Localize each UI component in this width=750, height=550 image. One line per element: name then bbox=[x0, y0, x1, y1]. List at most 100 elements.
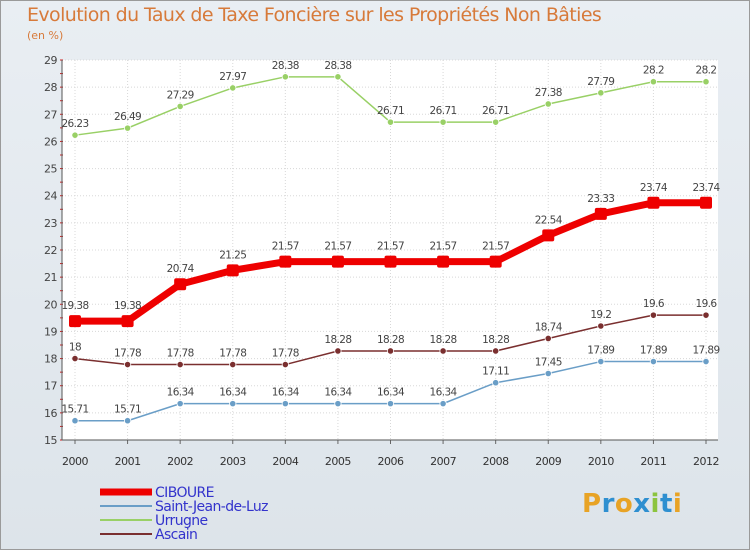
data-point-saint-jean-de-luz bbox=[439, 400, 447, 408]
data-point-ciboure bbox=[121, 315, 134, 328]
data-label-ciboure: 21.25 bbox=[219, 249, 246, 261]
data-point-urrugne bbox=[439, 118, 447, 126]
data-label-saint-jean-de-luz: 16.34 bbox=[377, 387, 405, 399]
legend-label-saint-jean-de-luz: Saint-Jean-de-Luz bbox=[155, 499, 268, 515]
data-label-ciboure: 23.33 bbox=[587, 193, 614, 205]
y-tick-label: 26 bbox=[44, 135, 57, 148]
logo-letter: i bbox=[650, 489, 660, 519]
data-label-ascain: 18.28 bbox=[377, 334, 404, 346]
data-point-urrugne bbox=[544, 100, 552, 108]
proxiti-logo: Proxiti bbox=[582, 489, 682, 519]
y-tick-label: 21 bbox=[44, 271, 57, 284]
y-tick-label: 23 bbox=[44, 217, 57, 230]
x-tick-label: 2005 bbox=[325, 455, 351, 468]
x-tick-label: 2001 bbox=[115, 455, 141, 468]
y-tick-label: 19 bbox=[44, 325, 57, 338]
data-label-ascain: 17.78 bbox=[114, 348, 141, 360]
data-label-ascain: 18.28 bbox=[324, 334, 351, 346]
logo-letter: t bbox=[659, 489, 673, 519]
x-tick-label: 2007 bbox=[430, 455, 456, 468]
data-label-ascain: 19.6 bbox=[696, 298, 718, 310]
data-label-urrugne: 26.71 bbox=[482, 105, 509, 117]
data-label-ciboure: 21.57 bbox=[430, 241, 457, 253]
data-point-ciboure bbox=[384, 255, 397, 268]
data-label-urrugne: 26.23 bbox=[61, 118, 88, 130]
x-tick-label: 2002 bbox=[167, 455, 193, 468]
data-label-ciboure: 21.57 bbox=[377, 241, 404, 253]
data-point-urrugne bbox=[123, 124, 132, 132]
x-tick-label: 2006 bbox=[378, 455, 404, 468]
data-point-urrugne bbox=[281, 73, 289, 81]
data-label-ciboure: 19.38 bbox=[114, 300, 141, 312]
data-label-ascain: 18.28 bbox=[482, 334, 509, 346]
data-label-ciboure: 21.57 bbox=[272, 241, 299, 253]
data-label-urrugne: 27.38 bbox=[535, 87, 562, 99]
x-tick-label: 2003 bbox=[220, 455, 246, 468]
data-point-saint-jean-de-luz bbox=[649, 357, 658, 366]
data-point-saint-jean-de-luz bbox=[176, 400, 184, 408]
data-point-saint-jean-de-luz bbox=[229, 400, 237, 408]
y-tick-label: 17 bbox=[44, 380, 57, 393]
data-label-ascain: 19.6 bbox=[643, 298, 665, 310]
data-point-ciboure bbox=[174, 278, 187, 291]
data-label-ciboure: 19.38 bbox=[61, 300, 88, 312]
logo-letter: x bbox=[633, 489, 651, 519]
data-label-urrugne: 26.71 bbox=[377, 105, 404, 117]
data-label-ciboure: 23.74 bbox=[692, 182, 720, 194]
y-tick-label: 29 bbox=[44, 54, 57, 67]
data-point-ascain bbox=[439, 347, 447, 355]
data-label-ascain: 17.78 bbox=[167, 348, 194, 360]
data-label-urrugne: 26.71 bbox=[430, 105, 457, 117]
data-label-urrugne: 27.79 bbox=[587, 76, 614, 88]
data-point-ciboure bbox=[542, 229, 555, 242]
data-label-ciboure: 21.57 bbox=[324, 241, 351, 253]
data-point-ascain bbox=[334, 347, 342, 355]
data-point-saint-jean-de-luz bbox=[544, 369, 552, 378]
data-point-ascain bbox=[597, 322, 605, 330]
data-point-ascain bbox=[176, 360, 184, 369]
data-point-ciboure bbox=[69, 315, 81, 328]
data-label-saint-jean-de-luz: 16.34 bbox=[324, 387, 352, 399]
data-label-ciboure: 22.54 bbox=[535, 214, 563, 226]
data-point-saint-jean-de-luz bbox=[123, 417, 132, 425]
data-point-ascain bbox=[123, 360, 132, 369]
data-label-ciboure: 23.74 bbox=[640, 182, 668, 194]
data-label-ciboure: 21.57 bbox=[482, 241, 509, 253]
data-point-urrugne bbox=[649, 78, 658, 86]
data-label-saint-jean-de-luz: 16.34 bbox=[167, 387, 195, 399]
data-point-ciboure bbox=[279, 255, 292, 268]
y-tick-label: 24 bbox=[44, 190, 57, 203]
data-point-saint-jean-de-luz bbox=[386, 400, 395, 408]
data-label-ascain: 17.78 bbox=[219, 348, 246, 360]
y-tick-label: 27 bbox=[44, 108, 57, 121]
logo-letter: r bbox=[601, 489, 615, 519]
data-label-urrugne: 28.38 bbox=[324, 60, 351, 72]
data-point-urrugne bbox=[386, 118, 395, 126]
data-point-ciboure bbox=[594, 207, 607, 220]
data-point-ascain bbox=[492, 347, 500, 355]
data-point-ascain bbox=[229, 360, 237, 369]
data-point-ciboure bbox=[226, 264, 239, 277]
data-point-urrugne bbox=[492, 118, 500, 126]
data-label-ascain: 19.2 bbox=[590, 309, 611, 321]
data-point-urrugne bbox=[597, 89, 605, 97]
x-tick-label: 2004 bbox=[272, 455, 298, 468]
data-point-ascain bbox=[281, 360, 289, 369]
data-point-saint-jean-de-luz bbox=[71, 417, 79, 425]
data-point-ascain bbox=[71, 354, 79, 363]
data-point-ciboure bbox=[489, 255, 502, 268]
data-point-urrugne bbox=[71, 131, 79, 139]
y-tick-label: 28 bbox=[44, 81, 57, 94]
y-tick-label: 15 bbox=[44, 434, 57, 447]
data-point-ascain bbox=[386, 347, 395, 355]
logo-letter: P bbox=[582, 489, 602, 519]
data-label-ascain: 17.78 bbox=[272, 348, 299, 360]
data-label-urrugne: 26.49 bbox=[114, 111, 141, 123]
data-point-saint-jean-de-luz bbox=[702, 357, 710, 366]
data-point-saint-jean-de-luz bbox=[597, 357, 605, 366]
data-label-saint-jean-de-luz: 16.34 bbox=[219, 387, 247, 399]
y-tick-label: 18 bbox=[44, 353, 57, 366]
data-point-ciboure bbox=[700, 196, 712, 209]
y-tick-label: 22 bbox=[44, 244, 57, 257]
y-tick-label: 16 bbox=[44, 407, 57, 420]
